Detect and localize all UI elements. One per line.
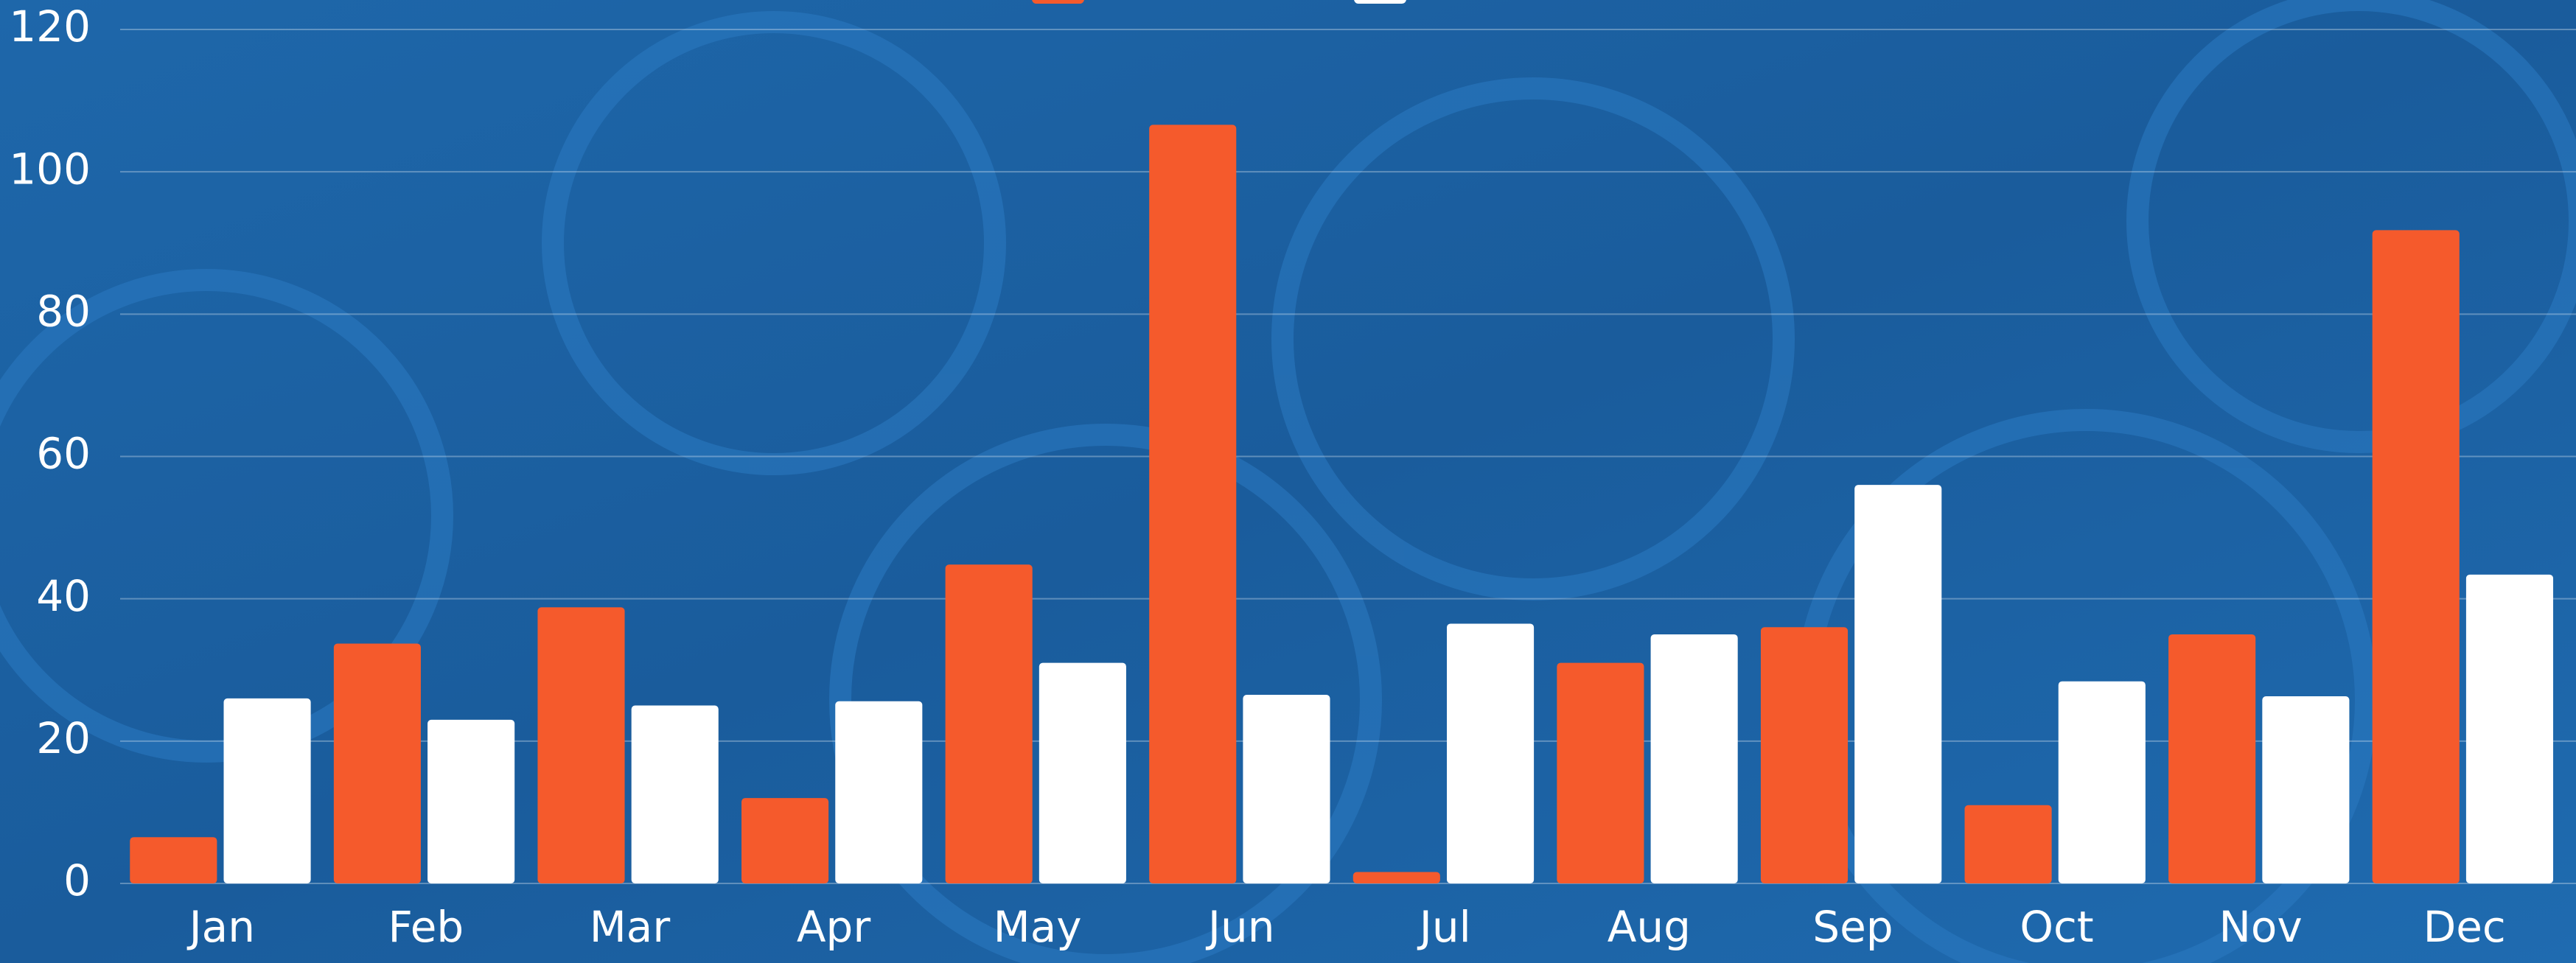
x-tick-label: Jul — [1417, 902, 1471, 952]
x-tick-label: Aug — [1608, 902, 1691, 952]
x-tick-label: Apr — [797, 902, 870, 952]
y-tick-label: 20 — [36, 713, 91, 763]
bar — [1447, 623, 1535, 883]
bar — [1854, 485, 1942, 883]
bar — [1964, 805, 2052, 883]
x-tick-label: May — [994, 902, 1082, 952]
bar — [1243, 695, 1330, 883]
bar — [2058, 681, 2146, 883]
bar — [741, 798, 829, 883]
x-tick-label: Nov — [2219, 902, 2303, 952]
x-tick-label: Dec — [2423, 902, 2506, 952]
bar — [1039, 662, 1126, 883]
bar — [223, 698, 311, 883]
bar — [1557, 662, 1644, 883]
bar — [130, 837, 217, 883]
legend-swatch — [1354, 0, 1406, 4]
y-tick-label: 0 — [63, 855, 91, 906]
y-tick-label: 40 — [36, 571, 91, 621]
bar — [1352, 872, 1440, 883]
bar — [2372, 230, 2460, 883]
y-tick-label: 80 — [36, 286, 91, 336]
bar — [631, 705, 719, 883]
x-tick-label: Mar — [590, 902, 671, 952]
bar — [835, 701, 923, 883]
bar — [1760, 627, 1849, 883]
y-tick-label: 120 — [9, 1, 91, 52]
bar — [1650, 634, 1738, 883]
bar — [2262, 696, 2350, 883]
y-tick-label: 100 — [9, 144, 91, 194]
bar — [333, 643, 421, 883]
x-tick-label: Oct — [2020, 902, 2093, 952]
legend-swatch — [1032, 0, 1084, 4]
y-tick-label: 60 — [36, 429, 91, 479]
bar — [1149, 125, 1237, 884]
bar — [2465, 574, 2554, 883]
bar — [2168, 634, 2256, 883]
bar — [427, 719, 515, 883]
x-tick-label: Jan — [187, 902, 255, 952]
bar — [945, 564, 1033, 883]
x-tick-label: Feb — [388, 902, 464, 952]
x-tick-label: Sep — [1812, 902, 1893, 952]
x-tick-label: Jun — [1206, 902, 1275, 952]
bar — [537, 607, 625, 883]
